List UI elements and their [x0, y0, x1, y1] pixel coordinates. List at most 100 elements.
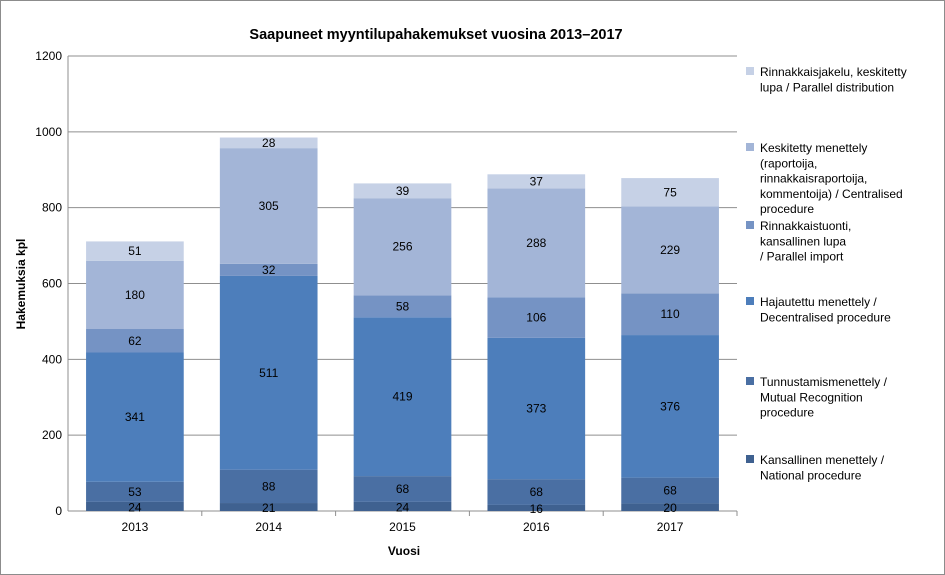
legend-entry-text: procedure — [760, 406, 814, 420]
bar-segment — [353, 476, 452, 502]
bar-segment — [353, 295, 452, 318]
data-label: 110 — [661, 307, 680, 321]
bar-segment — [219, 137, 318, 149]
legend-entry-text: kansallinen lupa — [760, 234, 846, 248]
bar-segment — [621, 293, 719, 336]
bar-segment — [86, 481, 184, 502]
x-tick-labels: 2013 2014 2015 2016 2017 — [122, 520, 684, 534]
bar-segment — [487, 297, 586, 338]
x-tick-label: 2014 — [255, 520, 282, 534]
bar-segment — [219, 148, 318, 264]
y-tick-label: 200 — [42, 428, 62, 442]
bars — [86, 137, 719, 511]
data-label: 229 — [660, 243, 680, 257]
data-label: 28 — [262, 136, 276, 150]
data-label: 88 — [262, 479, 276, 493]
legend-entry-text: Keskitetty menettely — [760, 141, 867, 155]
bar-segment — [86, 501, 184, 511]
data-label: 32 — [262, 263, 276, 277]
y-tick-label: 1200 — [35, 49, 62, 63]
bar-segment — [487, 188, 586, 298]
bar-segment — [353, 183, 452, 199]
legend-swatch — [746, 455, 754, 463]
data-label: 20 — [663, 501, 677, 515]
data-label: 305 — [259, 199, 279, 213]
data-label: 68 — [663, 484, 677, 498]
data-label: 62 — [128, 334, 142, 348]
bar-segment — [621, 335, 719, 478]
legend-entry-text: kommentoija) / Centralised — [760, 187, 903, 201]
data-label: 288 — [526, 236, 546, 250]
bar-segment — [86, 352, 184, 482]
bar-segment — [86, 329, 184, 353]
y-tick-label: 800 — [42, 201, 62, 215]
bar-segment — [353, 198, 452, 296]
y-axis-label: Hakemuksia kpl — [14, 239, 28, 330]
data-label: 37 — [530, 174, 544, 188]
y-tick-label: 1000 — [35, 125, 62, 139]
bar-segment — [487, 504, 586, 511]
data-label: 256 — [392, 240, 412, 254]
bar-segment — [621, 477, 719, 504]
data-label: 376 — [660, 399, 680, 413]
legend-entry-text: Tunnustamismenettely / — [760, 375, 888, 389]
bar-segment — [86, 260, 184, 329]
legend-swatch — [746, 67, 754, 75]
bar-segment — [487, 174, 586, 189]
bar-segment — [353, 317, 452, 477]
data-label: 75 — [663, 185, 677, 199]
data-labels: 2453341621805121885113230528246841958256… — [125, 136, 681, 516]
bar-segment — [219, 503, 318, 511]
bar-segment — [487, 479, 586, 505]
data-label: 24 — [396, 500, 410, 514]
data-label: 341 — [125, 410, 145, 424]
x-tick-label: 2016 — [523, 520, 550, 534]
data-label: 373 — [526, 401, 546, 415]
data-label: 180 — [125, 288, 145, 302]
data-label: 51 — [128, 244, 142, 258]
legend-entry-text: Rinnakkaisjakelu, keskitetty — [760, 65, 907, 79]
legend-swatch — [746, 377, 754, 385]
legend-entry-text: National procedure — [760, 468, 862, 482]
legend-entry-text: / Parallel import — [760, 250, 844, 264]
data-label: 106 — [526, 311, 546, 325]
bar-segment — [219, 263, 318, 276]
data-label: 419 — [392, 390, 412, 404]
bar-segment — [353, 501, 452, 511]
legend-swatch — [746, 297, 754, 305]
x-tick-label: 2017 — [657, 520, 684, 534]
legend-entry-text: lupa / Parallel distribution — [760, 80, 894, 94]
bar-segment — [487, 337, 586, 480]
y-tick-label: 600 — [42, 277, 62, 291]
legend-entry-text: (raportoija, — [760, 156, 817, 170]
legend-entry-text: procedure — [760, 202, 814, 216]
data-label: 53 — [128, 485, 142, 499]
legend-entry-text: Decentralised procedure — [760, 310, 891, 324]
legend-entry-text: Hajautettu menettely / — [760, 295, 877, 309]
x-axis-label: Vuosi — [388, 544, 420, 558]
data-label: 21 — [262, 501, 276, 515]
legend-swatch — [746, 221, 754, 229]
data-label: 511 — [259, 366, 278, 380]
data-label: 39 — [396, 184, 410, 198]
data-label: 24 — [128, 500, 142, 514]
y-tick-label: 0 — [55, 504, 62, 518]
data-label: 16 — [530, 502, 544, 516]
bar-segment — [621, 206, 719, 294]
data-label: 58 — [396, 299, 410, 313]
legend-swatch — [746, 143, 754, 151]
bar-segment — [621, 178, 719, 207]
x-tick-label: 2015 — [389, 520, 416, 534]
chart-title: Saapuneet myyntilupahakemukset vuosina 2… — [249, 27, 622, 43]
bar-segment — [219, 275, 318, 470]
legend-entry-text: Rinnakkaistuonti, — [760, 219, 851, 233]
bar-segment — [86, 241, 184, 261]
legend-entry-text: Mutual Recognition — [760, 390, 863, 404]
bar-segment — [621, 503, 719, 511]
legend-entry-text: rinnakkaisraportoija, — [760, 172, 867, 186]
data-label: 68 — [396, 482, 410, 496]
data-label: 68 — [530, 485, 544, 499]
bar-segment — [219, 469, 318, 504]
x-tick-label: 2013 — [122, 520, 149, 534]
